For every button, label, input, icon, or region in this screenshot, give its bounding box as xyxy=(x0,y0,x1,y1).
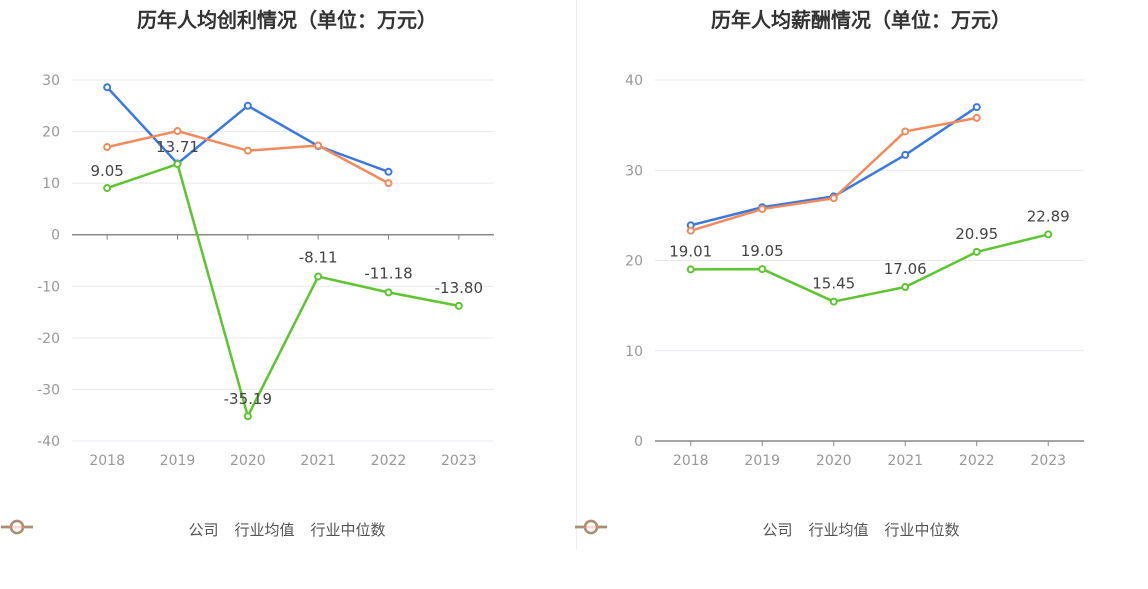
data-point[interactable] xyxy=(454,301,463,310)
series-line xyxy=(106,86,389,173)
data-point[interactable] xyxy=(384,167,393,176)
y-tick-label: -40 xyxy=(37,434,60,450)
legend-label: 公司 xyxy=(188,521,219,539)
data-label: 15.45 xyxy=(812,275,855,293)
series-line xyxy=(690,233,1049,303)
data-label: 17.06 xyxy=(884,260,927,278)
data-point[interactable] xyxy=(972,113,981,122)
legend-marker-icon xyxy=(1,519,33,535)
x-tick-label: 2021 xyxy=(300,453,336,469)
data-point[interactable] xyxy=(173,127,182,136)
chart-title: 历年人均薪酬情况（单位：万元） xyxy=(711,8,1011,32)
y-tick-label: 10 xyxy=(625,344,643,360)
x-tick-label: 2018 xyxy=(89,453,125,469)
data-point[interactable] xyxy=(314,141,323,150)
chart-legend: 公司 行业均值 行业中位数 xyxy=(574,519,1148,540)
data-point[interactable] xyxy=(103,83,112,92)
legend-label: 行业均值 xyxy=(234,521,295,539)
legend-item[interactable]: 行业均值 xyxy=(575,519,869,540)
data-label: 20.95 xyxy=(955,225,998,243)
salary-chart-panel: 历年人均薪酬情况（单位：万元） 40 30 20 10 0 2018 2019 2020 202… xyxy=(574,0,1148,589)
x-tick-label: 2023 xyxy=(1030,453,1066,469)
data-point[interactable] xyxy=(758,205,767,214)
data-point[interactable] xyxy=(972,103,981,112)
x-tick-label: 2018 xyxy=(673,453,709,469)
data-point[interactable] xyxy=(829,297,838,306)
data-point[interactable] xyxy=(243,412,252,421)
data-point[interactable] xyxy=(314,272,323,281)
chart-legend: 公司 行业均值 行业中位数 xyxy=(0,519,574,540)
data-point[interactable] xyxy=(384,288,393,297)
data-point[interactable] xyxy=(103,143,112,152)
x-tick-label: 2019 xyxy=(160,453,196,469)
y-tick-label: 30 xyxy=(42,73,60,89)
data-point[interactable] xyxy=(972,247,981,256)
x-tick-label: 2020 xyxy=(230,453,266,469)
data-label: -8.11 xyxy=(299,249,338,267)
chart-title: 历年人均创利情况（单位：万元） xyxy=(137,8,437,32)
data-label: 9.05 xyxy=(90,162,123,180)
x-tick-label: 2020 xyxy=(816,453,852,469)
y-tick-label: -10 xyxy=(37,279,60,295)
x-tick-label: 2022 xyxy=(371,453,407,469)
data-point[interactable] xyxy=(173,160,182,169)
data-point[interactable] xyxy=(901,127,910,136)
y-tick-label: 10 xyxy=(42,176,60,192)
data-point[interactable] xyxy=(103,184,112,193)
legend-item[interactable]: 行业中位数 xyxy=(575,519,960,540)
data-label: 13.71 xyxy=(156,138,199,156)
data-point[interactable] xyxy=(758,265,767,274)
data-point[interactable] xyxy=(686,226,695,235)
y-tick-label: 30 xyxy=(625,163,643,179)
x-tick-label: 2019 xyxy=(744,453,780,469)
data-label: -13.80 xyxy=(435,279,483,297)
data-point[interactable] xyxy=(829,194,838,203)
x-tick-label: 2021 xyxy=(887,453,923,469)
legend-label: 公司 xyxy=(762,521,793,539)
legend-item[interactable]: 行业中位数 xyxy=(1,519,386,540)
profit-chart-svg: 30 20 10 0 -10 -20 -30 -40 2018 2019 2020 2021 2022 2… xyxy=(37,73,494,469)
data-label: 19.05 xyxy=(741,242,784,260)
y-tick-label: -30 xyxy=(37,382,60,398)
legend-item[interactable]: 行业均值 xyxy=(1,519,295,540)
legend-marker-icon xyxy=(575,519,607,535)
data-point[interactable] xyxy=(1044,230,1053,239)
x-tick-label: 2023 xyxy=(441,453,477,469)
legend-label: 行业中位数 xyxy=(310,521,386,539)
data-point[interactable] xyxy=(901,283,910,292)
y-tick-label: 20 xyxy=(625,254,643,270)
salary-chart-svg: 40 30 20 10 0 2018 2019 2020 2021 2022 2023 19.01 19… xyxy=(625,73,1084,469)
profit-chart-panel: 历年人均创利情况（单位：万元） 30 20 10 0 -10 -20 -30 -40 2018 2… xyxy=(0,8,574,540)
legend-item[interactable]: 公司 xyxy=(1,519,219,540)
data-label: -11.18 xyxy=(364,264,412,282)
data-point[interactable] xyxy=(384,179,393,188)
legend-label: 行业中位数 xyxy=(884,521,960,539)
data-point[interactable] xyxy=(901,150,910,159)
series-line xyxy=(106,162,460,418)
legend-label: 行业均值 xyxy=(808,521,869,539)
y-tick-label: 0 xyxy=(634,434,643,450)
legend-item[interactable]: 公司 xyxy=(575,519,793,540)
data-label: 19.01 xyxy=(669,242,712,260)
y-tick-label: 40 xyxy=(625,73,643,89)
data-point[interactable] xyxy=(243,146,252,155)
y-tick-label: -20 xyxy=(37,331,60,347)
data-label: 22.89 xyxy=(1027,207,1070,225)
y-tick-label: 0 xyxy=(51,228,60,244)
data-point[interactable] xyxy=(686,265,695,274)
panel-divider xyxy=(576,0,577,550)
y-tick-label: 20 xyxy=(42,125,60,141)
x-tick-label: 2022 xyxy=(959,453,995,469)
data-label: -35.19 xyxy=(224,390,272,408)
data-point[interactable] xyxy=(243,101,252,110)
